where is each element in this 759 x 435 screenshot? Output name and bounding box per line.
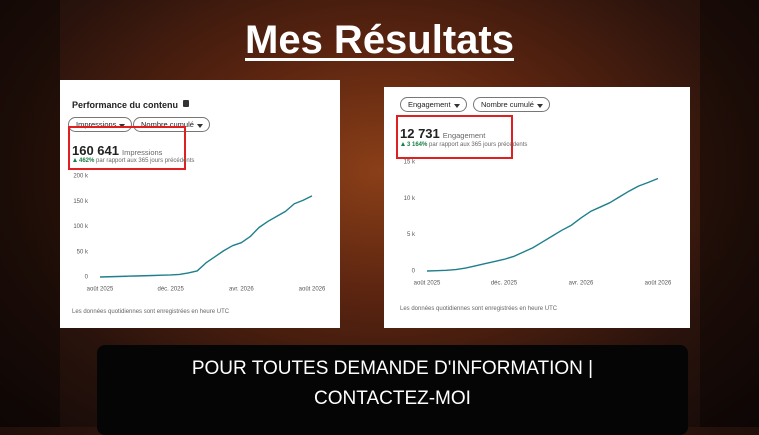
footnote: Les données quotidiennes sont enregistré…: [72, 309, 230, 315]
footnote: Les données quotidiennes sont enregistré…: [400, 306, 558, 312]
x-tick-label: août 2025: [414, 281, 441, 287]
x-tick-label: avr. 2026: [569, 281, 594, 287]
change-value: 462%: [79, 158, 95, 164]
x-tick-label: août 2026: [299, 287, 326, 293]
page-title: Mes Résultats: [245, 18, 514, 62]
change: 3 164% par rapport aux 365 jours précéde…: [401, 142, 527, 148]
y-tick-label: 150 k: [73, 199, 89, 205]
chart-panel: 0 50 k 100 k 150 k 200 k août 2025 déc. 2025 av…: [60, 80, 340, 328]
data-line: [99, 195, 313, 278]
chart: 0 5 k 10 k 15 k août 2025 déc. 2025 avr. 2026 a…: [404, 160, 672, 287]
change-note: par rapport aux 365 jours précédents: [429, 142, 528, 148]
y-tick-label: 15 k: [404, 160, 416, 166]
banner-line: POUR TOUTES DEMANDE D'INFORMATION |: [191, 358, 594, 379]
total: 160 641 Impressions: [72, 143, 162, 158]
banner-line: CONTACTEZ-MOI: [314, 388, 471, 409]
chart-panel: 0 5 k 10 k 15 k août 2025 déc. 2025 avr. 2026 a…: [384, 87, 690, 328]
x-tick-label: avr. 2026: [229, 287, 254, 293]
change-value: 3 164%: [407, 142, 428, 148]
panel-header: Performance du contenu: [72, 95, 190, 113]
total-value: 12 731: [400, 126, 440, 141]
y-tick-label: 200 k: [73, 174, 89, 180]
data-line: [426, 177, 659, 272]
x-tick-label: déc. 2025: [491, 281, 518, 287]
y-tick-label: 50 k: [77, 249, 89, 255]
highlight-box: [396, 115, 513, 159]
x-tick-label: déc. 2025: [157, 287, 184, 293]
change-note: par rapport aux 365 jours précédents: [96, 158, 195, 164]
y-tick-label: 0: [85, 275, 89, 281]
y-tick-label: 100 k: [73, 224, 89, 230]
y-tick-label: 10 k: [404, 196, 416, 202]
mode-dropdown[interactable]: Nombre cumulé: [473, 97, 550, 112]
total-value: 160 641: [72, 143, 119, 158]
chart-title: Performance du contenu: [72, 100, 179, 110]
up-arrow: [401, 142, 405, 146]
highlight-box: [68, 126, 186, 170]
background-shadow: [0, 0, 60, 427]
up-arrow: [73, 158, 77, 162]
total-label: Engagement: [442, 131, 486, 140]
contact-banner: POUR TOUTES DEMANDE D'INFORMATION | CONT…: [97, 345, 688, 435]
info-icon[interactable]: [183, 100, 190, 108]
change: 462% par rapport aux 365 jours précédent…: [73, 158, 194, 164]
y-tick-label: 5 k: [407, 232, 416, 238]
total-label: Impressions: [122, 148, 163, 157]
mode-dropdown[interactable]: Nombre cumulé: [133, 117, 210, 132]
y-tick-label: 0: [412, 269, 416, 275]
chart: 0 50 k 100 k 150 k 200 k août 2025 déc. 2025 av…: [73, 174, 326, 293]
metric-dropdown[interactable]: Engagement: [400, 97, 467, 112]
x-tick-label: août 2026: [645, 281, 672, 287]
x-tick-label: août 2025: [87, 287, 114, 293]
total: 12 731 Engagement: [400, 126, 485, 141]
background-shadow: [700, 0, 759, 427]
